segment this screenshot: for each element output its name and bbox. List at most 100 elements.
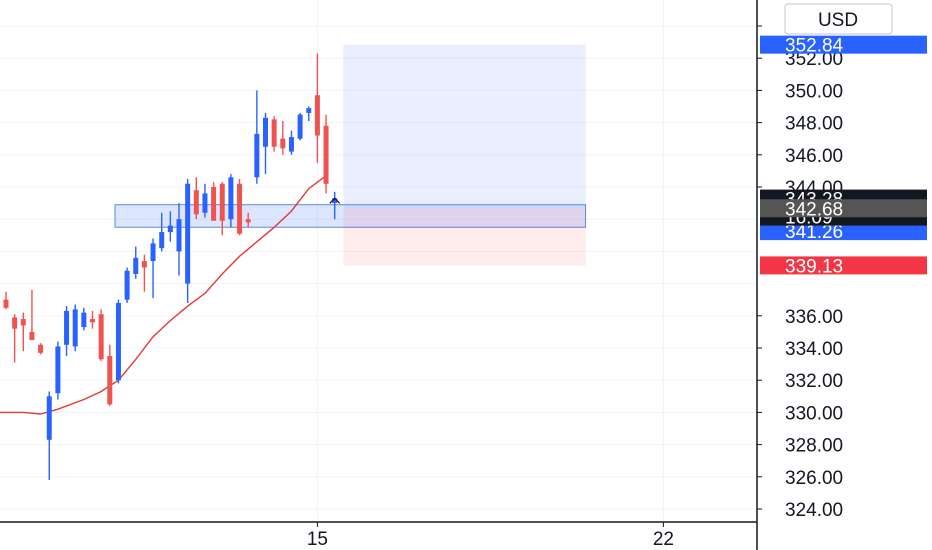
candle-body bbox=[288, 137, 294, 152]
price-tick-label: 326.00 bbox=[785, 468, 843, 489]
candle-body bbox=[72, 309, 78, 347]
price-tag-bg bbox=[760, 222, 927, 241]
candle bbox=[228, 174, 234, 228]
candle-body bbox=[314, 95, 320, 136]
candle bbox=[271, 116, 277, 152]
candle-body bbox=[219, 183, 225, 221]
candle-body bbox=[193, 190, 199, 215]
price-tick-label: 336.00 bbox=[785, 307, 843, 328]
candle bbox=[12, 314, 18, 363]
candle bbox=[193, 177, 199, 220]
candle bbox=[72, 304, 78, 352]
candle bbox=[115, 299, 121, 384]
price-tag-label: 339.13 bbox=[785, 256, 843, 277]
candle-body bbox=[55, 346, 61, 394]
price-tick-label: 328.00 bbox=[785, 436, 843, 457]
candle bbox=[202, 183, 208, 218]
candle bbox=[288, 130, 294, 155]
candles-layer bbox=[3, 53, 341, 481]
moving-average-layer bbox=[0, 175, 327, 415]
candle bbox=[46, 391, 52, 481]
candle-body bbox=[3, 299, 9, 308]
candle bbox=[323, 114, 329, 194]
candle-body bbox=[237, 183, 243, 234]
candle-body bbox=[332, 198, 338, 204]
candle-body bbox=[245, 219, 251, 223]
candle-body bbox=[297, 114, 303, 139]
price-tick-label: 348.00 bbox=[785, 114, 843, 135]
candle bbox=[237, 178, 243, 236]
long-position-tool[interactable] bbox=[343, 44, 586, 266]
candle bbox=[332, 191, 338, 220]
price-tag-label: 352.84 bbox=[785, 36, 844, 57]
candle bbox=[133, 246, 139, 279]
price-tick-label: 324.00 bbox=[785, 500, 843, 521]
loss-zone bbox=[343, 208, 586, 266]
candle bbox=[124, 267, 130, 303]
price-tag: 341.26 bbox=[760, 222, 927, 243]
candle-body bbox=[263, 117, 268, 147]
candle bbox=[29, 290, 35, 340]
time-tick-label: 15 bbox=[307, 529, 328, 550]
candle-body bbox=[124, 270, 130, 300]
candle-body bbox=[133, 257, 139, 274]
candle-body bbox=[228, 177, 234, 220]
price-tag-bg bbox=[760, 35, 927, 54]
candle bbox=[167, 211, 173, 242]
candle bbox=[20, 312, 26, 352]
candle-body bbox=[271, 119, 277, 147]
candle-body bbox=[176, 219, 182, 252]
candle bbox=[64, 306, 70, 357]
entry-price-tag-bg bbox=[760, 199, 927, 218]
candle-body bbox=[64, 310, 70, 345]
candle-body bbox=[115, 302, 121, 381]
candle bbox=[211, 182, 217, 221]
candle bbox=[280, 120, 286, 155]
candle-body bbox=[254, 133, 260, 178]
price-tick-label: 352.00 bbox=[785, 49, 843, 70]
candle-body bbox=[202, 193, 208, 213]
price-tags-layer: 352.84342.61341.26339.13343.2816:09342.6… bbox=[760, 35, 927, 277]
price-tick-label: 332.00 bbox=[785, 371, 843, 392]
candle bbox=[90, 310, 95, 329]
candle bbox=[176, 203, 182, 276]
candle-body bbox=[98, 314, 104, 360]
price-tag: 339.13 bbox=[760, 256, 927, 277]
candle bbox=[38, 343, 44, 355]
candle-body bbox=[280, 138, 286, 149]
candle-body bbox=[81, 312, 87, 328]
candle bbox=[219, 182, 225, 236]
cursor-caret-icon bbox=[329, 197, 341, 204]
candle bbox=[263, 112, 268, 175]
candle bbox=[306, 106, 312, 121]
price-tag-label: 341.26 bbox=[785, 222, 843, 243]
candle bbox=[297, 112, 303, 141]
candle-body bbox=[159, 232, 165, 249]
candle-body bbox=[306, 108, 312, 113]
candle-body bbox=[185, 183, 191, 284]
price-tag-bg bbox=[760, 256, 927, 275]
entry-price-tag-label: 342.68 bbox=[785, 199, 843, 220]
candle bbox=[141, 254, 147, 292]
currency-button[interactable]: USD bbox=[784, 3, 893, 35]
entry-price-tag: 342.68 bbox=[760, 199, 927, 220]
candle bbox=[98, 309, 104, 361]
candle bbox=[3, 291, 9, 310]
candle bbox=[55, 341, 61, 400]
candle-body bbox=[29, 331, 35, 340]
candle bbox=[81, 307, 87, 331]
candle-body bbox=[38, 344, 44, 353]
candle-body bbox=[211, 187, 217, 221]
price-tick-label: 334.00 bbox=[785, 339, 843, 360]
candle-body bbox=[167, 225, 173, 233]
time-axis[interactable]: 15 22 bbox=[0, 521, 757, 550]
grid-lines bbox=[0, 0, 757, 522]
moving-average-line bbox=[0, 175, 327, 415]
time-tick-label: 22 bbox=[653, 529, 674, 550]
price-tick-label: 350.00 bbox=[785, 81, 843, 102]
candle-body bbox=[107, 356, 113, 405]
currency-label: USD bbox=[818, 10, 858, 31]
candle bbox=[245, 212, 251, 228]
candle bbox=[185, 178, 191, 303]
